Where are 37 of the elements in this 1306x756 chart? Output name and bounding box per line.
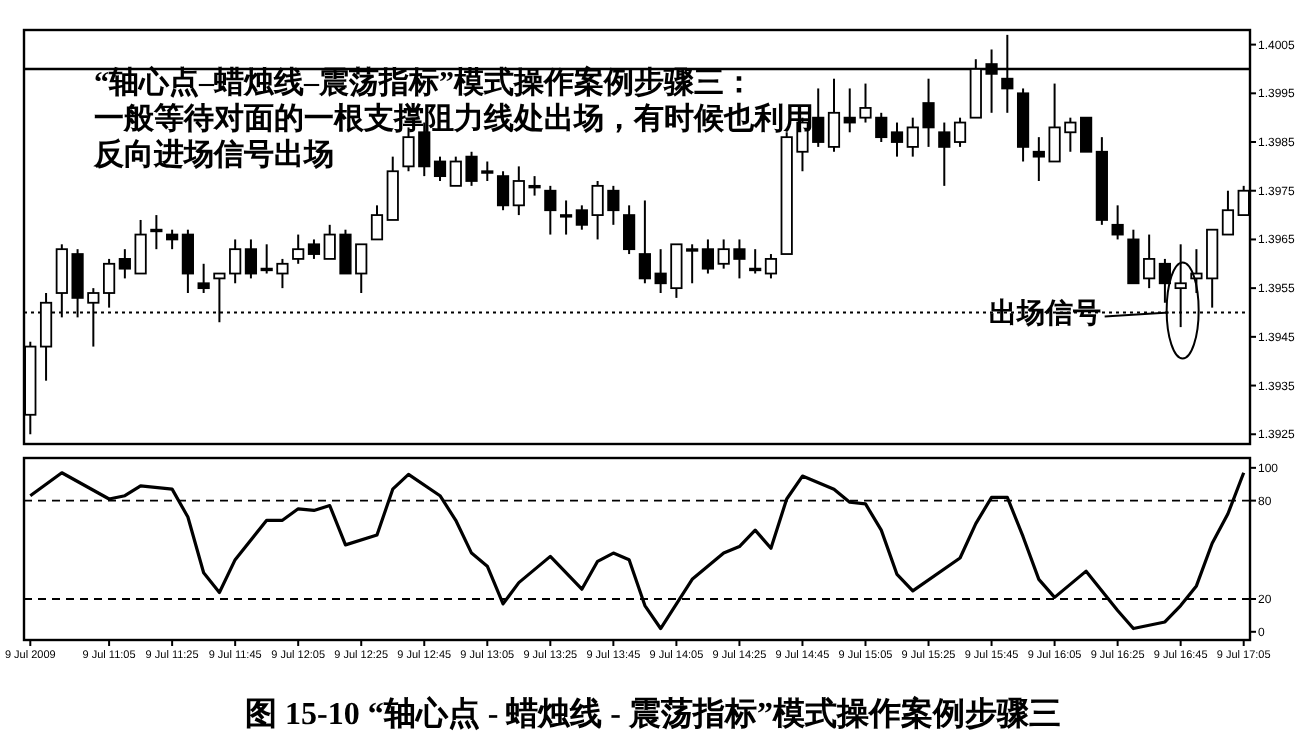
candlestick bbox=[307, 238, 321, 260]
candlestick bbox=[244, 238, 258, 280]
candlestick bbox=[701, 238, 715, 275]
candlestick bbox=[559, 199, 573, 236]
caption: 图 15-10 “轴心点 - 蜡烛线 - 震荡指标”模式操作案例步骤三 bbox=[245, 694, 1061, 732]
candlestick bbox=[544, 184, 557, 236]
candlestick bbox=[292, 233, 305, 265]
annotation: 一般等待对面的一根支撑阻力线处出场，有时候也利用 bbox=[94, 102, 814, 136]
candlestick bbox=[764, 253, 778, 280]
candlestick bbox=[1127, 228, 1140, 285]
candlestick bbox=[370, 204, 384, 241]
candlestick bbox=[197, 262, 210, 295]
annotation: 反向进场信号出场 bbox=[92, 138, 334, 172]
candlestick bbox=[496, 170, 510, 212]
candlestick bbox=[103, 257, 116, 309]
candlestick bbox=[118, 248, 131, 280]
candlestick bbox=[1111, 204, 1124, 241]
line-series bbox=[28, 471, 1246, 631]
candlestick bbox=[686, 243, 699, 285]
annotation: 出场信号 bbox=[988, 298, 1101, 331]
candlestick bbox=[166, 228, 179, 251]
candlestick bbox=[953, 116, 967, 148]
candlestick bbox=[150, 214, 163, 251]
candlestick bbox=[638, 199, 651, 285]
candlestick bbox=[938, 121, 951, 187]
candlestick bbox=[1143, 233, 1156, 290]
candlestick bbox=[575, 204, 588, 231]
candlestick bbox=[433, 155, 447, 182]
candlestick bbox=[1080, 116, 1093, 153]
candlestick bbox=[1158, 257, 1171, 304]
candlestick bbox=[890, 121, 904, 158]
candlestick bbox=[749, 248, 762, 275]
candlestick bbox=[827, 77, 841, 153]
candlestick bbox=[623, 204, 636, 256]
candlestick bbox=[1221, 189, 1235, 236]
candlestick bbox=[134, 218, 147, 275]
candlestick bbox=[181, 228, 194, 295]
